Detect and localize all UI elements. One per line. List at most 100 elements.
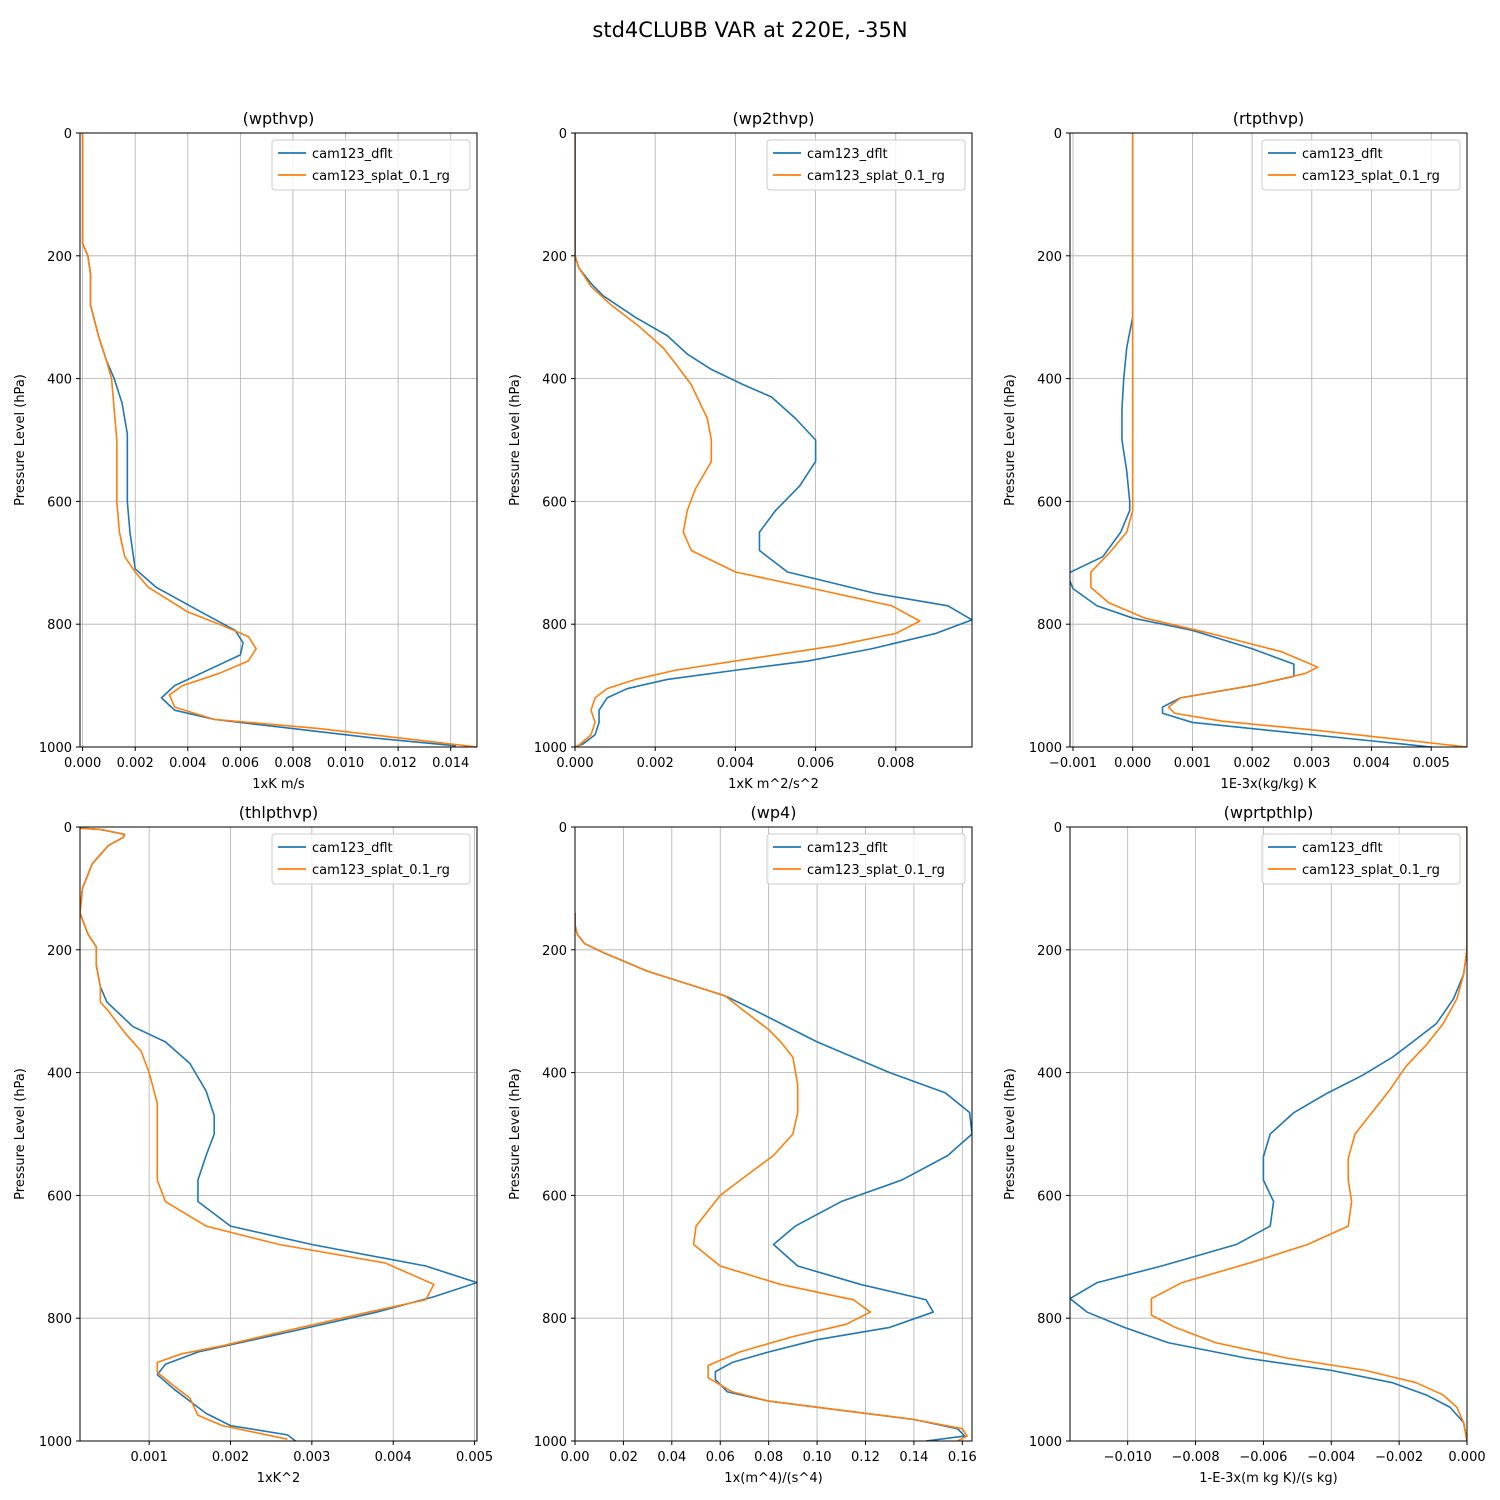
legend-label: cam123_dflt <box>1302 841 1383 856</box>
subplot-2: 0.000 0.002 0.004 0.006 0.008 0 200 400 600 800 10… <box>508 109 973 792</box>
series-line-cam123-splat <box>1090 133 1467 747</box>
y-tick-label: 600 <box>47 1189 72 1204</box>
y-tick-label: 600 <box>47 495 72 510</box>
subplot-1: 0.000 0.002 0.004 0.006 0.008 0.010 0.012 0.014… <box>13 109 478 792</box>
y-tick-label: 200 <box>542 944 567 959</box>
x-tick-label: 0.001 <box>1174 756 1211 771</box>
x-tick-label: 0.008 <box>274 756 311 771</box>
legend: cam123_dflt cam123_splat_0.1_rg <box>766 139 966 191</box>
x-tick-label: 0.002 <box>212 1450 249 1465</box>
plot-frame <box>79 132 478 748</box>
series-line-cam123-splat <box>1150 827 1467 1441</box>
plot-frame <box>1069 826 1468 1442</box>
subplot-title: (wp4) <box>751 803 797 822</box>
y-tick-label: 800 <box>47 1312 72 1327</box>
x-tick-label: 0.00 <box>561 1450 590 1465</box>
x-axis-label: 1xK m^2/s^2 <box>728 777 819 792</box>
legend-label: cam123_splat_0.1_rg <box>807 169 945 184</box>
y-tick-label: 600 <box>1037 1189 1062 1204</box>
y-tick-label: 400 <box>47 373 72 388</box>
x-tick-label: 0.002 <box>637 756 674 771</box>
y-axis-label: Pressure Level (hPa) <box>508 374 523 506</box>
x-tick-label: 0.16 <box>948 1450 977 1465</box>
x-axis-label: 1xK m/s <box>252 777 305 792</box>
x-tick-label: 0.005 <box>456 1450 493 1465</box>
x-tick-label: 0.003 <box>1293 756 1330 771</box>
y-tick-label: 800 <box>1037 618 1062 633</box>
legend: cam123_dflt cam123_splat_0.1_rg <box>271 139 471 191</box>
x-tick-label: 0.012 <box>380 756 417 771</box>
series-line-cam123-splat <box>80 827 435 1440</box>
x-tick-label: 0.002 <box>1233 756 1270 771</box>
y-tick-label: 200 <box>47 944 72 959</box>
y-tick-label: 1000 <box>1029 741 1062 756</box>
y-tick-label: 0 <box>559 821 567 836</box>
y-tick-label: 600 <box>542 1189 567 1204</box>
x-tick-label: 0.004 <box>375 1450 412 1465</box>
plot-frame <box>574 826 973 1442</box>
legend-label: cam123_dflt <box>807 147 888 162</box>
y-tick-label: 1000 <box>1029 1435 1062 1450</box>
x-tick-label: 0.06 <box>706 1450 735 1465</box>
x-tick-label: −0.010 <box>1104 1450 1152 1465</box>
legend-label: cam123_dflt <box>1302 147 1383 162</box>
legend-label: cam123_splat_0.1_rg <box>1302 863 1440 878</box>
y-tick-label: 800 <box>542 1312 567 1327</box>
x-tick-label: 0.12 <box>851 1450 880 1465</box>
y-tick-label: 400 <box>1037 373 1062 388</box>
legend: cam123_dflt cam123_splat_0.1_rg <box>766 833 966 885</box>
figure-suptitle: std4CLUBB VAR at 220E, -35N <box>592 18 907 42</box>
subplot-title: (rtpthvp) <box>1233 109 1305 128</box>
x-tick-label: −0.001 <box>1049 756 1097 771</box>
series-line-cam123-splat <box>575 133 921 747</box>
x-axis-label: 1-E-3x(m kg K)/(s kg) <box>1199 1471 1337 1486</box>
subplot-4: 0.001 0.002 0.003 0.004 0.005 0 200 400 600 800 10… <box>13 803 493 1486</box>
subplot-title: (wp2thvp) <box>733 109 815 128</box>
x-axis-label: 1x(m^4)/(s^4) <box>724 1471 822 1486</box>
y-axis-label: Pressure Level (hPa) <box>1003 1068 1018 1200</box>
y-tick-label: 800 <box>47 618 72 633</box>
y-tick-label: 1000 <box>534 741 567 756</box>
y-tick-label: 0 <box>1054 821 1062 836</box>
y-tick-label: 200 <box>542 250 567 265</box>
y-tick-label: 0 <box>64 127 72 142</box>
legend-label: cam123_splat_0.1_rg <box>312 863 450 878</box>
y-tick-label: 1000 <box>534 1435 567 1450</box>
x-tick-label: 0.004 <box>717 756 754 771</box>
series-line-cam123-dflt <box>575 133 972 747</box>
legend-label: cam123_dflt <box>312 147 393 162</box>
legend: cam123_dflt cam123_splat_0.1_rg <box>1261 833 1461 885</box>
y-tick-label: 600 <box>542 495 567 510</box>
x-tick-label: 0.004 <box>1353 756 1390 771</box>
y-axis-label: Pressure Level (hPa) <box>508 1068 523 1200</box>
x-tick-label: 0.000 <box>1448 1450 1485 1465</box>
y-axis-label: Pressure Level (hPa) <box>1003 374 1018 506</box>
x-tick-label: 0.000 <box>556 756 593 771</box>
subplot-title: (wprtpthlp) <box>1224 803 1314 822</box>
y-tick-label: 1000 <box>39 1435 72 1450</box>
plot-frame <box>1069 132 1468 748</box>
y-axis-label: Pressure Level (hPa) <box>13 374 28 506</box>
series-line-cam123-dflt <box>1070 827 1467 1441</box>
subplot-5: 0.00 0.02 0.04 0.06 0.08 0.10 0.12 0.14 0.16 0 200… <box>508 803 977 1486</box>
x-tick-label: −0.008 <box>1171 1450 1219 1465</box>
x-tick-label: 0.008 <box>877 756 914 771</box>
subplot-3: −0.001 0.000 0.001 0.002 0.003 0.004 0.005 0 200… <box>1003 109 1468 792</box>
plot-frame <box>79 826 478 1442</box>
legend-box <box>766 833 966 885</box>
x-tick-label: 0.002 <box>117 756 154 771</box>
legend-box <box>271 833 471 885</box>
legend-label: cam123_splat_0.1_rg <box>807 863 945 878</box>
x-tick-label: 0.001 <box>131 1450 168 1465</box>
x-tick-label: 0.006 <box>222 756 259 771</box>
legend-label: cam123_dflt <box>312 841 393 856</box>
y-axis-label: Pressure Level (hPa) <box>13 1068 28 1200</box>
y-tick-label: 400 <box>1037 1067 1062 1082</box>
subplot-title: (thlpthvp) <box>239 803 319 822</box>
y-tick-label: 400 <box>47 1067 72 1082</box>
x-tick-label: 0.02 <box>609 1450 638 1465</box>
x-tick-label: 0.010 <box>327 756 364 771</box>
x-tick-label: 0.04 <box>657 1450 686 1465</box>
x-tick-label: −0.004 <box>1307 1450 1355 1465</box>
